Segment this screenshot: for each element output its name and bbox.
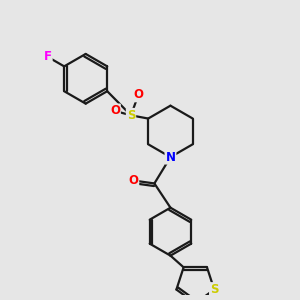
Text: S: S	[127, 109, 135, 122]
Text: O: O	[110, 104, 120, 117]
Text: O: O	[133, 88, 143, 101]
Text: F: F	[44, 50, 52, 63]
Text: S: S	[210, 283, 218, 296]
Text: O: O	[128, 174, 138, 187]
Text: N: N	[166, 151, 176, 164]
